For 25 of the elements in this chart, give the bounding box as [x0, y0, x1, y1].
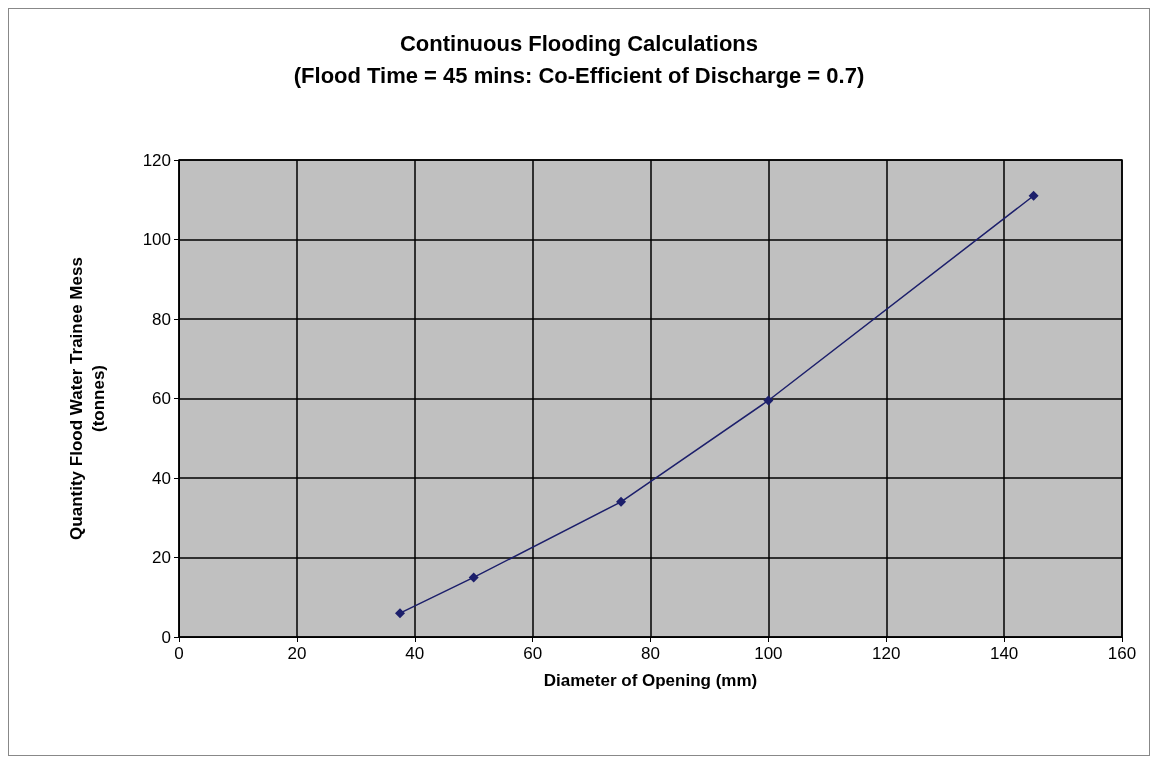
chart-title: Continuous Flooding Calculations: [399, 30, 759, 56]
chart-subtitle: (Flood Time = 45 mins: Co-Efficient of Discharge = 0.7): [293, 62, 865, 88]
y-tick-label: 20: [152, 548, 171, 567]
y-axis-title: Quantity Flood Water Trainee Mess (tonnes): [66, 257, 108, 540]
x-tick-label: 40: [405, 644, 425, 663]
x-tick-label: 140: [989, 644, 1019, 663]
y-tick-label: 60: [152, 389, 171, 408]
x-tick-label: 20: [287, 644, 307, 663]
point: [1028, 190, 1039, 201]
point: [763, 395, 774, 406]
y-tick-label: 100: [142, 230, 171, 249]
x-tick-label: 80: [641, 644, 660, 663]
x-axis-title: Diameter of Opening (mm): [543, 670, 758, 690]
x-tick-label: 160: [1107, 644, 1137, 663]
x-tick-label: 100: [754, 644, 783, 663]
point: [395, 608, 406, 619]
x-tick-label: 120: [872, 644, 901, 663]
x-tick-label: 0: [174, 644, 184, 663]
x-tick-label: 60: [523, 644, 543, 663]
y-tick-label: 80: [152, 309, 171, 329]
point: [616, 496, 627, 507]
y-tick-label: 120: [142, 150, 171, 170]
y-tick-label: 40: [152, 468, 171, 488]
y-tick-label: 0: [161, 627, 171, 647]
point: [468, 572, 479, 583]
